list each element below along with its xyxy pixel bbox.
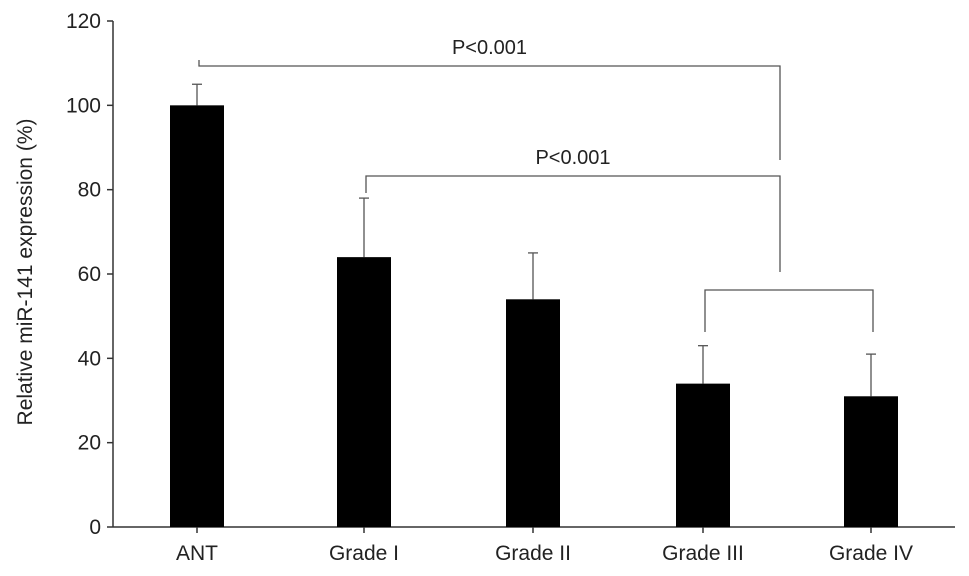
x-tick-label: ANT bbox=[176, 542, 218, 565]
bar bbox=[676, 383, 730, 527]
significance-bracket bbox=[365, 175, 781, 272]
bar bbox=[506, 299, 560, 527]
x-tick-label: Grade III bbox=[662, 542, 744, 565]
x-tick-label: Grade II bbox=[495, 542, 571, 565]
x-tick-label: Grade IV bbox=[829, 542, 913, 565]
y-tick-label: 40 bbox=[78, 347, 101, 370]
significance-bracket bbox=[198, 60, 781, 160]
y-tick-label: 120 bbox=[66, 10, 101, 33]
bar bbox=[844, 396, 898, 527]
y-tick-label: 60 bbox=[78, 263, 101, 286]
bar bbox=[170, 105, 224, 527]
x-tick-label: Grade I bbox=[329, 542, 399, 565]
y-tick-label: 80 bbox=[78, 179, 101, 202]
significance-label: P<0.001 bbox=[535, 147, 610, 169]
bar bbox=[337, 257, 391, 527]
significance-label: P<0.001 bbox=[452, 37, 527, 59]
y-tick-label: 20 bbox=[78, 432, 101, 455]
y-tick-label: 100 bbox=[66, 94, 101, 117]
y-tick-label: 0 bbox=[89, 516, 101, 539]
plot-area: 0 20 40 60 80 100 120 ANT Grade I Grade II Grade I… bbox=[66, 10, 955, 565]
y-axis-label: Relative miR-141 expression (%) bbox=[14, 119, 37, 426]
significance-bracket bbox=[704, 289, 874, 332]
